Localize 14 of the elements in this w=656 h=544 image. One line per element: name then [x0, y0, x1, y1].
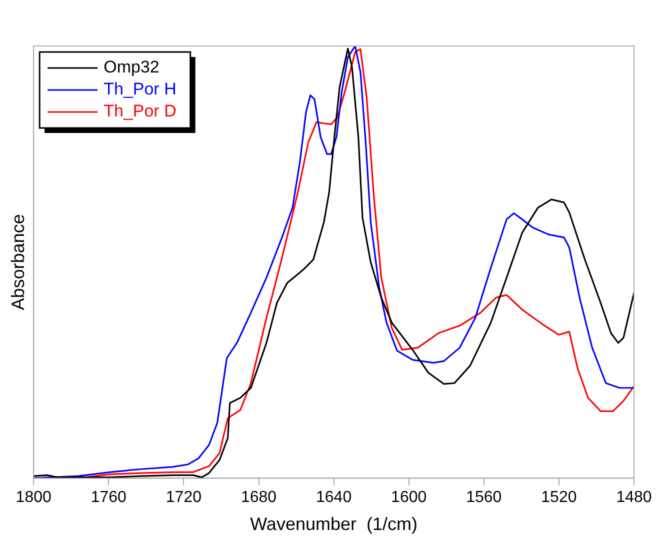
x-tick-label: 1520 [541, 489, 577, 506]
legend-label: Th_Por H [104, 80, 176, 99]
legend-label: Th_Por D [104, 102, 176, 121]
x-tick-label: 1760 [90, 489, 127, 506]
x-tick-label: 1720 [166, 489, 202, 506]
x-tick-label: 1640 [316, 489, 352, 506]
x-tick-label: 1800 [16, 489, 52, 506]
x-axis-title: Wavenumber (1/cm) [250, 514, 418, 534]
x-tick-label: 1600 [391, 489, 427, 506]
legend-label: Omp32 [104, 58, 160, 77]
x-tick-label: 1480 [616, 489, 652, 506]
y-axis-title: Absorbance [8, 214, 28, 310]
x-tick-label: 1560 [466, 489, 502, 506]
x-tick-label: 1680 [240, 489, 277, 506]
